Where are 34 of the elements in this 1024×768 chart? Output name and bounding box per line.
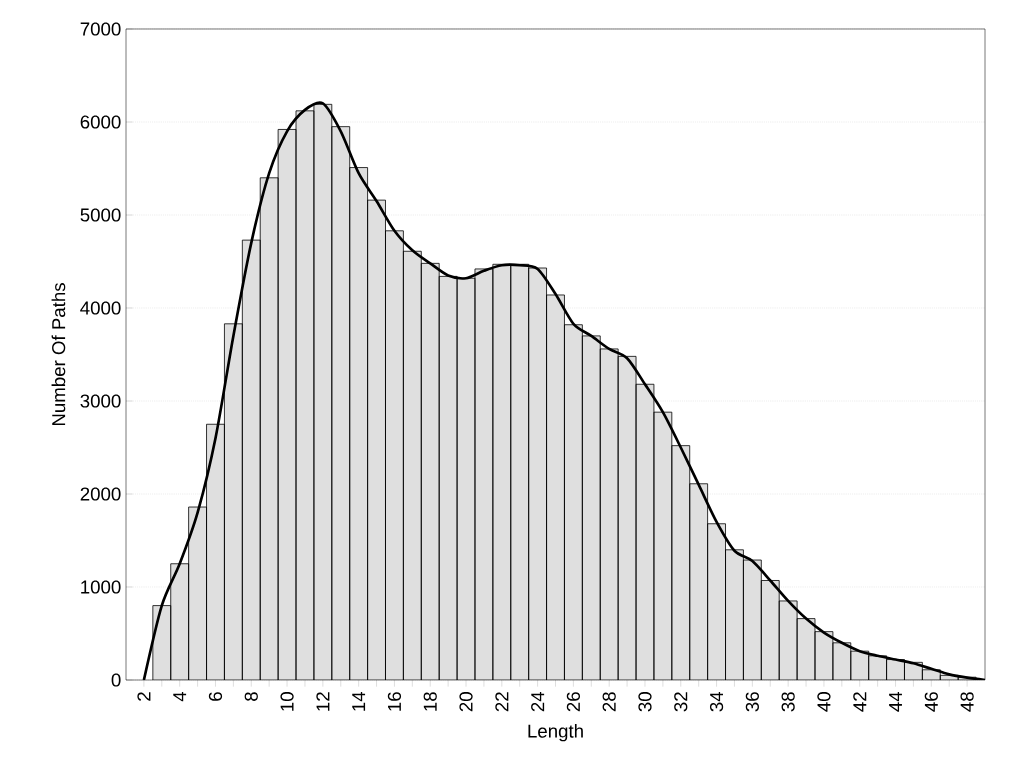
- x-tick-label: 28: [602, 692, 616, 712]
- y-tick-label: 7000: [80, 22, 121, 36]
- y-tick-label: 0: [111, 673, 121, 687]
- x-tick-label: 30: [638, 692, 652, 712]
- y-tick-label: 1000: [81, 580, 121, 594]
- y-tick-label: 5000: [80, 208, 121, 222]
- x-tick-label: 32: [674, 692, 688, 712]
- x-tick-label: 46: [924, 692, 938, 712]
- x-tick-label: 16: [387, 692, 402, 711]
- x-tick-label: 44: [889, 691, 902, 712]
- x-tick-label: 20: [459, 692, 473, 712]
- x-tick-label: 40: [817, 692, 831, 712]
- x-tick-label: 12: [316, 692, 330, 711]
- x-axis-title: Length: [528, 723, 583, 742]
- x-tick-label: 26: [566, 692, 581, 712]
- x-tick-label: 10: [280, 692, 294, 711]
- x-tick-label: 4: [173, 691, 187, 702]
- y-tick-label: 2000: [80, 487, 121, 501]
- x-tick-label: 24: [531, 691, 545, 712]
- y-tick-label: 6000: [80, 115, 121, 129]
- x-tick-label: 14: [352, 691, 366, 711]
- x-tick-label: 34: [709, 691, 724, 712]
- x-tick-label: 48: [960, 692, 974, 712]
- y-tick-label: 3000: [80, 394, 121, 408]
- x-tick-label: 18: [423, 692, 437, 711]
- y-axis-title: Number Of Paths: [51, 283, 66, 426]
- x-tick-label: 42: [853, 692, 867, 712]
- x-tick-label: 36: [745, 692, 759, 712]
- x-tick-label: 8: [244, 692, 258, 701]
- x-tick-label: 6: [208, 692, 223, 701]
- x-tick-label: 38: [781, 692, 795, 712]
- x-tick-label: 22: [495, 692, 509, 712]
- y-tick-label: 4000: [80, 301, 121, 315]
- x-tick-label: 2: [137, 692, 151, 701]
